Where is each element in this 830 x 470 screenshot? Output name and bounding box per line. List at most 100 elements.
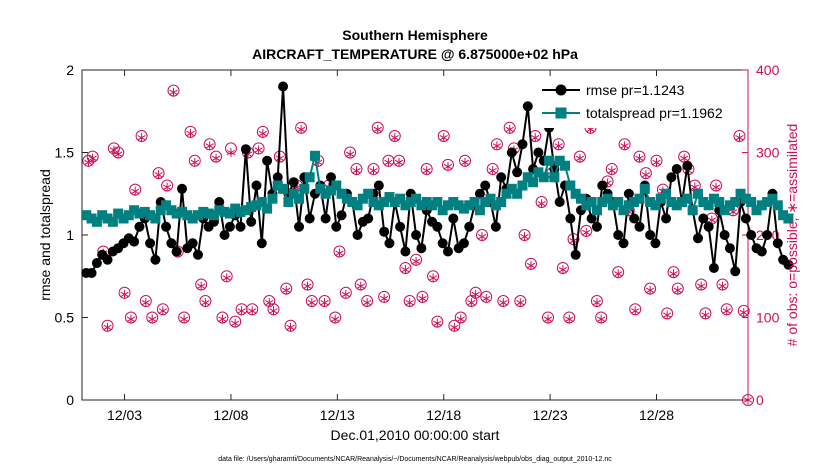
rmse-point xyxy=(437,238,448,249)
totalspread-point xyxy=(389,197,400,207)
rmse-point xyxy=(171,246,182,257)
totalspread-point xyxy=(262,203,273,214)
totalspread-point xyxy=(278,183,289,194)
obs-assimilated-point xyxy=(141,298,150,308)
obs-assimilated-point xyxy=(179,314,189,324)
rmse-point xyxy=(645,230,656,240)
y-tick-label: 1 xyxy=(66,227,74,243)
obs-assimilated-point xyxy=(248,306,257,316)
totalspread-point xyxy=(740,193,751,204)
rmse-point xyxy=(379,226,390,237)
totalspread-point xyxy=(687,205,698,216)
totalspread-point xyxy=(432,197,443,207)
rmse-point xyxy=(150,254,161,265)
totalspread-point xyxy=(166,205,177,216)
rmse-point xyxy=(623,188,634,199)
y2-tick-label: 0 xyxy=(756,392,764,408)
totalspread-point xyxy=(288,188,299,199)
totalspread-point xyxy=(591,205,602,216)
rmse-point xyxy=(246,216,257,227)
rmse-point xyxy=(304,213,315,224)
totalspread-point xyxy=(411,193,422,204)
rmse-point xyxy=(91,258,102,269)
totalspread-point xyxy=(363,188,374,199)
rmse-point xyxy=(671,164,682,174)
rmse-point xyxy=(650,238,661,249)
obs-assimilated-point xyxy=(341,289,350,299)
totalspread-point xyxy=(240,205,251,216)
y-axis-label: rmse and totalspread xyxy=(37,169,53,301)
obs-assimilated-point xyxy=(467,298,476,308)
totalspread-point xyxy=(682,193,693,204)
obs-assimilated-point xyxy=(592,298,602,308)
totalspread-point xyxy=(256,197,267,207)
totalspread-point xyxy=(294,193,305,204)
obs-assimilated-point xyxy=(450,322,459,332)
rmse-point xyxy=(698,213,709,224)
obs-assimilated-point xyxy=(390,133,399,143)
rmse-point xyxy=(666,172,677,183)
rmse-point xyxy=(262,155,273,166)
legend: rmse pr=1.1243 totalspread pr=1.1962 xyxy=(538,76,742,128)
rmse-point xyxy=(192,249,203,260)
rmse-point xyxy=(506,147,517,158)
obs-assimilated-point xyxy=(226,148,236,157)
rmse-point xyxy=(517,139,528,150)
totalspread-point xyxy=(331,180,342,191)
totalspread-point xyxy=(671,200,682,211)
rmse-point xyxy=(570,249,581,260)
rmse-point xyxy=(363,213,374,224)
rmse-point xyxy=(166,238,177,249)
obs-assimilated-point xyxy=(120,289,129,299)
rmse-point xyxy=(474,188,485,199)
totalspread-point xyxy=(203,208,214,219)
obs-assimilated-point xyxy=(614,269,623,279)
chart-title: Southern Hemisphere xyxy=(342,27,488,43)
totalspread-point xyxy=(134,208,145,219)
obs-assimilated-point xyxy=(158,306,168,316)
totalspread-point xyxy=(357,193,368,204)
totalspread-point xyxy=(464,200,475,211)
rmse-point xyxy=(661,213,672,224)
totalspread-point xyxy=(767,193,778,204)
legend-rmse-marker xyxy=(555,84,567,96)
obs-assimilated-point xyxy=(335,248,344,258)
totalspread-point xyxy=(613,197,624,207)
obs-assimilated-point xyxy=(373,124,382,134)
obs-assimilated-point xyxy=(109,145,119,155)
obs-assimilated-point xyxy=(126,314,136,324)
obs-assimilated-point xyxy=(405,298,414,308)
totalspread-point xyxy=(581,200,592,211)
obs-assimilated-point xyxy=(211,153,221,163)
totalspread-point xyxy=(618,205,629,216)
totalspread-point xyxy=(102,213,113,224)
rmse-point xyxy=(411,230,422,240)
legend-box xyxy=(538,76,742,128)
totalspread-point xyxy=(666,197,677,207)
rmse-point xyxy=(512,167,523,178)
tick-layer: 12/03 12/08 12/13 12/18 12/23 12/28 0 0.5 1 1.5 2 0… xyxy=(55,62,780,423)
x-tick-label: 12/28 xyxy=(639,407,674,423)
totalspread-point xyxy=(565,180,576,191)
totalspread-point xyxy=(219,206,230,217)
totalspread-point xyxy=(629,197,640,207)
rmse-point xyxy=(288,177,299,188)
chart-subtitle: AIRCRAFT_TEMPERATURE @ 6.875000e+02 hPa xyxy=(252,46,578,62)
rmse-point xyxy=(331,221,342,232)
totalspread-point xyxy=(267,193,278,204)
rmse-point xyxy=(746,230,757,240)
rmse-point xyxy=(134,221,145,232)
totalspread-point xyxy=(118,213,129,224)
rmse-point xyxy=(682,160,693,171)
obs-assimilated-point xyxy=(597,314,606,324)
totalspread-point xyxy=(187,213,198,224)
rmse-point xyxy=(708,263,719,273)
totalspread-point xyxy=(304,172,315,183)
obs-assimilated-point xyxy=(254,145,263,155)
obs-assimilated-point xyxy=(369,166,378,176)
totalspread-point xyxy=(384,192,395,203)
totalspread-point xyxy=(177,206,188,217)
rmse-point xyxy=(86,267,97,278)
obs-assimilated-point xyxy=(222,273,231,283)
rmse-point xyxy=(458,238,469,249)
